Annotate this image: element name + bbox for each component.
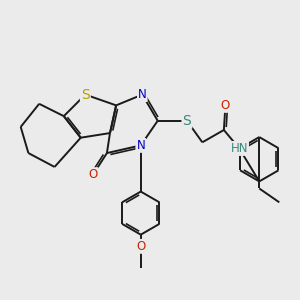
Text: S: S bbox=[183, 114, 191, 128]
Text: O: O bbox=[136, 240, 146, 253]
Text: N: N bbox=[136, 139, 145, 152]
Text: S: S bbox=[81, 88, 90, 102]
Text: O: O bbox=[88, 168, 98, 181]
Text: O: O bbox=[221, 99, 230, 112]
Text: HN: HN bbox=[230, 142, 248, 155]
Text: N: N bbox=[138, 88, 147, 101]
